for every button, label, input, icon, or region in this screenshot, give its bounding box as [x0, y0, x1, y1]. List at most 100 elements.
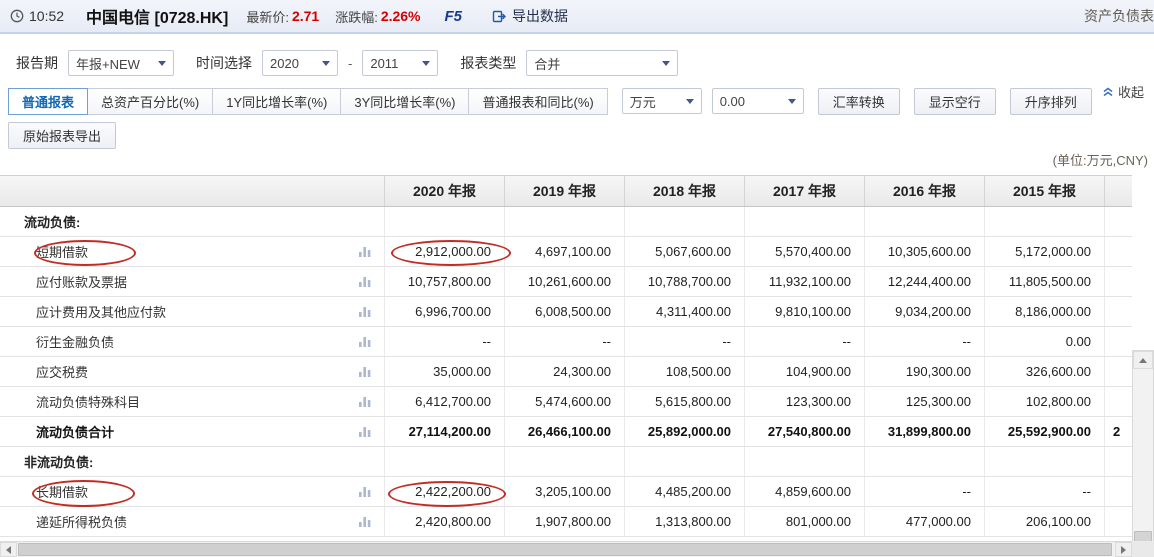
report-type-select[interactable]: 合并 [526, 50, 679, 76]
mini-bar-chart-icon[interactable] [358, 485, 372, 498]
tab-1y-yoy-growth[interactable]: 1Y同比增长率(%) [213, 87, 342, 115]
value-cell: -- [865, 327, 985, 356]
value-cell: -- [625, 327, 745, 356]
year-to-select[interactable]: 2011 [362, 50, 439, 76]
value-cell [985, 447, 1105, 476]
value-cell: 1,313,800.00 [625, 507, 745, 536]
year-from-select[interactable]: 2020 [262, 50, 338, 76]
row-label-cell: 衍生金融负债 [0, 327, 385, 356]
latest-price-label: 最新价: [246, 9, 289, 25]
value-cell: 0.00 [985, 327, 1105, 356]
value-cell: 801,000.00 [745, 507, 865, 536]
overflow-cell [1105, 447, 1132, 476]
value-cell: 10,788,700.00 [625, 267, 745, 296]
decimal-select[interactable]: 0.00 [711, 88, 804, 114]
value-cell: 11,932,100.00 [745, 267, 865, 296]
mini-bar-chart-icon[interactable] [358, 275, 372, 288]
top-bar: 10:52 中国电信 [0728.HK] 最新价: 2.71 涨跌幅: 2.26… [0, 0, 1154, 34]
value-cell: 27,114,200.00 [385, 417, 505, 446]
value-cell: 25,592,900.00 [985, 417, 1105, 446]
row-label-cell: 长期借款 [0, 477, 385, 506]
scroll-left-button[interactable] [0, 542, 17, 557]
value-cell: 1,907,800.00 [505, 507, 625, 536]
exchange-rate-convert-button[interactable]: 汇率转换 [817, 87, 900, 115]
scroll-up-button[interactable] [1133, 351, 1153, 369]
row-label: 非流动负债: [24, 455, 94, 470]
row-label: 应付账款及票据 [36, 275, 128, 290]
value-cell [865, 447, 985, 476]
mini-bar-chart-icon[interactable] [358, 305, 372, 318]
horizontal-scroll-thumb[interactable] [18, 543, 1112, 556]
tab-3y-yoy-growth[interactable]: 3Y同比增长率(%) [341, 87, 470, 115]
value-cell: 24,300.00 [505, 357, 625, 386]
row-label-cell: 流动负债: [0, 207, 385, 236]
value-cell: 8,186,000.00 [985, 297, 1105, 326]
chevron-down-icon [685, 98, 694, 104]
scrollbar-corner [1132, 541, 1154, 557]
header-overflow-cell [1105, 176, 1132, 206]
value-cell: 6,008,500.00 [505, 297, 625, 326]
triangle-left-icon [6, 545, 11, 554]
overflow-cell [1105, 267, 1132, 296]
change-value: 2.26% [380, 8, 421, 24]
export-icon [492, 10, 507, 22]
value-cell [385, 207, 505, 236]
mini-bar-chart-icon[interactable] [358, 515, 372, 528]
mini-bar-chart-icon[interactable] [358, 335, 372, 348]
value-cell: 9,810,100.00 [745, 297, 865, 326]
show-empty-rows-button[interactable]: 显示空行 [913, 87, 996, 115]
scroll-right-button[interactable] [1115, 542, 1132, 557]
mini-bar-chart-icon[interactable] [358, 245, 372, 258]
report-period-select[interactable]: 年报+NEW [68, 50, 174, 76]
column-header: 2016 年报 [865, 176, 985, 206]
value-cell: 35,000.00 [385, 357, 505, 386]
horizontal-scrollbar[interactable] [0, 541, 1132, 557]
row-label: 应交税费 [36, 365, 89, 380]
export-data-button[interactable]: 导出数据 [492, 6, 568, 26]
tab-normal-and-yoy[interactable]: 普通报表和同比(%) [469, 87, 608, 115]
change-label: 涨跌幅: [335, 9, 378, 25]
chevron-down-icon [158, 60, 166, 66]
value-cell: -- [745, 327, 865, 356]
value-cell: 104,900.00 [745, 357, 865, 386]
tab-normal-report[interactable]: 普通报表 [8, 87, 89, 115]
sort-ascending-button[interactable]: 升序排列 [1009, 87, 1092, 115]
value-cell: 206,100.00 [985, 507, 1105, 536]
value-cell: -- [865, 477, 985, 506]
column-header: 2015 年报 [985, 176, 1105, 206]
value-cell: 10,757,800.00 [385, 267, 505, 296]
overflow-cell: 2 [1105, 417, 1132, 446]
value-cell: -- [985, 477, 1105, 506]
value-cell: -- [385, 327, 505, 356]
value-cell: 11,805,500.00 [985, 267, 1105, 296]
table-row: 应付账款及票据 10,757,800.00 10,261,600.00 10,788,… [0, 267, 1132, 297]
value-cell: 326,600.00 [985, 357, 1105, 386]
value-cell: 6,996,700.00 [385, 297, 505, 326]
clock-icon [10, 9, 24, 23]
overflow-cell [1105, 237, 1132, 266]
value-cell: 4,485,200.00 [625, 477, 745, 506]
value-cell: 10,261,600.00 [505, 267, 625, 296]
row-label: 流动负债特殊科目 [36, 395, 141, 410]
filter-row: 报告期 年报+NEW 时间选择 2020 - 2011 报表类型 合并 [0, 46, 1154, 80]
stock-name: 中国电信 [0728.HK] [86, 10, 229, 27]
table-header-row: 2020 年报 2019 年报 2018 年报 2017 年报 2016 年报 … [0, 175, 1132, 207]
overflow-value: 2 [1113, 424, 1121, 439]
f5-refresh-hint[interactable]: F5 [444, 7, 463, 25]
table-row: 流动负债: [0, 207, 1132, 237]
tab-total-asset-percent[interactable]: 总资产百分比(%) [88, 87, 214, 115]
collapse-button[interactable]: 收起 [1102, 82, 1144, 101]
row-label: 长期借款 [36, 485, 89, 500]
table-body: 流动负债: 短期借款 2,912,000.00 4,697,100.00 5,067,6… [0, 207, 1132, 537]
mini-bar-chart-icon[interactable] [358, 425, 372, 438]
button-label: 升序排列 [1024, 94, 1077, 110]
value-cell [505, 447, 625, 476]
value-cell: 477,000.00 [865, 507, 985, 536]
mini-bar-chart-icon[interactable] [358, 395, 372, 408]
unit-select[interactable]: 万元 [621, 88, 702, 114]
mini-bar-chart-icon[interactable] [358, 365, 372, 378]
value-cell: 12,244,400.00 [865, 267, 985, 296]
vertical-scrollbar[interactable] [1132, 350, 1154, 557]
value-cell: 4,859,600.00 [745, 477, 865, 506]
export-original-report-button[interactable]: 原始报表导出 [8, 122, 117, 149]
